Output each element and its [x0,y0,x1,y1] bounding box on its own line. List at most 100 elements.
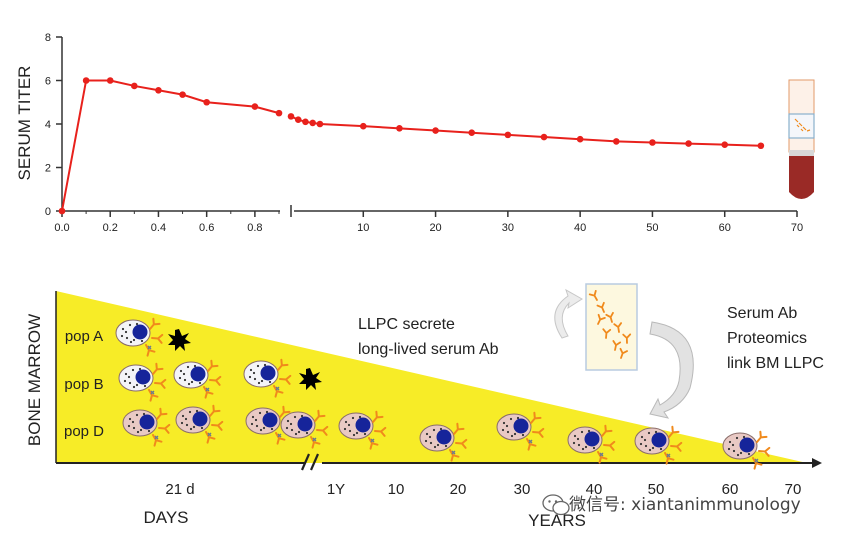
plasma-cell-icon [419,422,468,462]
apoptotic-cell-icon [168,329,191,351]
data-point [396,125,403,132]
plasma-cell-icon [722,430,771,470]
y-ticks: 0 2 4 6 8 [45,32,62,218]
data-point [82,77,90,84]
plasma-cell-icon [280,409,329,449]
antibody-icon [588,289,598,301]
ab-wedge [56,291,807,463]
series-line [61,79,280,212]
data-point [294,116,302,123]
blood-tube-icon [788,79,815,199]
x-tick-label: 20 [429,222,441,234]
x-ticks-right: 10 20 30 40 50 60 70 [357,211,803,234]
axis-break-icon [300,453,320,471]
x-tick-label: 0.6 [199,222,214,234]
x-tick-label: 30 [502,222,514,234]
side-label: BONE MARROW [25,314,44,446]
y-tick-label: 8 [45,32,51,44]
series-late [287,113,765,150]
data-point [309,119,316,127]
y-tick-label: 2 [45,163,51,175]
plasma-cell-icon [175,404,224,444]
x-tick-label: 70 [791,222,803,234]
serum-ab-slide-icon [585,283,638,371]
pop-a-label: pop A [65,328,103,345]
data-point [302,118,309,126]
years-label: YEARS [528,511,586,530]
data-point [612,138,620,145]
data-point [275,109,283,117]
data-point [179,91,186,98]
apoptotic-cell-icon [299,368,322,390]
plasma-cell-icon [243,358,292,398]
data-point [251,103,259,110]
wechat-icon [542,494,570,516]
antibody-icon [605,311,614,323]
data-point [287,113,295,120]
data-point [155,86,162,94]
year-tick-label: 20 [450,481,467,498]
proteomics-note-line3: link BM LLPC [727,355,824,372]
pop-d-label: pop D [64,423,104,440]
year-ticks: 1Y 10 20 30 40 50 60 70 [327,481,802,498]
watermark: 微信号: xiantanimmunology [542,494,801,516]
data-point [131,82,138,90]
data-point [58,207,66,215]
year-tick-label: 40 [586,481,603,498]
data-point [106,77,114,84]
days-label: DAYS [143,508,188,527]
data-point [757,142,765,150]
pop-b-label: pop B [64,376,103,393]
year-tick-label: 60 [722,481,739,498]
antibody-icon [612,340,622,351]
year-tick-label: 10 [388,481,405,498]
bone-marrow-diagram: BONE MARROW pop A pop B pop D LLPC secre… [25,283,824,530]
x-tick-label: 0.4 [151,222,166,234]
y-tick-label: 6 [45,76,51,88]
x-tick-label: 0.0 [54,222,69,234]
cycle-arrows-icon [554,288,694,419]
data-point [685,140,692,147]
x-tick-label: 10 [357,222,369,234]
data-point [721,141,729,148]
data-point [504,131,512,139]
x-tick-label: 50 [646,222,658,234]
series-early [58,77,283,215]
plasma-cell-icon [338,410,387,450]
plasma-cell-icon [118,362,167,402]
data-point [203,98,210,106]
antibody-icon [619,347,628,359]
plasma-cell-icon [115,317,164,357]
plasma-cell-icon [634,425,683,465]
days-tick-21d: 21 d [165,481,194,498]
llpc-note-line2: long-lived serum Ab [358,341,499,358]
year-tick-label: 1Y [327,481,345,498]
data-point [432,127,439,134]
y-axis-label: SERUM TITER [15,66,34,181]
data-point [540,133,548,141]
data-point [576,135,584,143]
x-ticks-left: 0.0 0.2 0.4 0.6 0.8 [54,211,280,234]
year-tick-label: 70 [785,481,802,498]
plasma-cell-icon [122,407,171,447]
data-point [359,122,367,130]
x-tick-label: 0.8 [247,222,262,234]
x-tick-label: 40 [574,222,586,234]
antibody-icon [596,301,605,313]
antibody-icon [602,328,612,339]
plasma-cell-icon [496,411,545,451]
plasma-cells [115,317,771,470]
titer-chart: SERUM TITER 0 2 4 6 8 0.0 0.2 0.4 0.6 0.8 10 20 30… [15,32,815,234]
proteomics-note-line1: Serum Ab [727,305,797,322]
year-tick-label: 30 [514,481,531,498]
time-axis-arrow [812,458,822,468]
antibody-icon [613,322,623,333]
y-tick-label: 4 [45,119,51,131]
llpc-note-line1: LLPC secrete [358,316,455,333]
antibody-icon [597,313,606,325]
watermark-text: 微信号: xiantanimmunology [569,495,801,515]
data-point [649,139,656,146]
antibody-icon [622,333,632,344]
data-point [468,129,476,136]
